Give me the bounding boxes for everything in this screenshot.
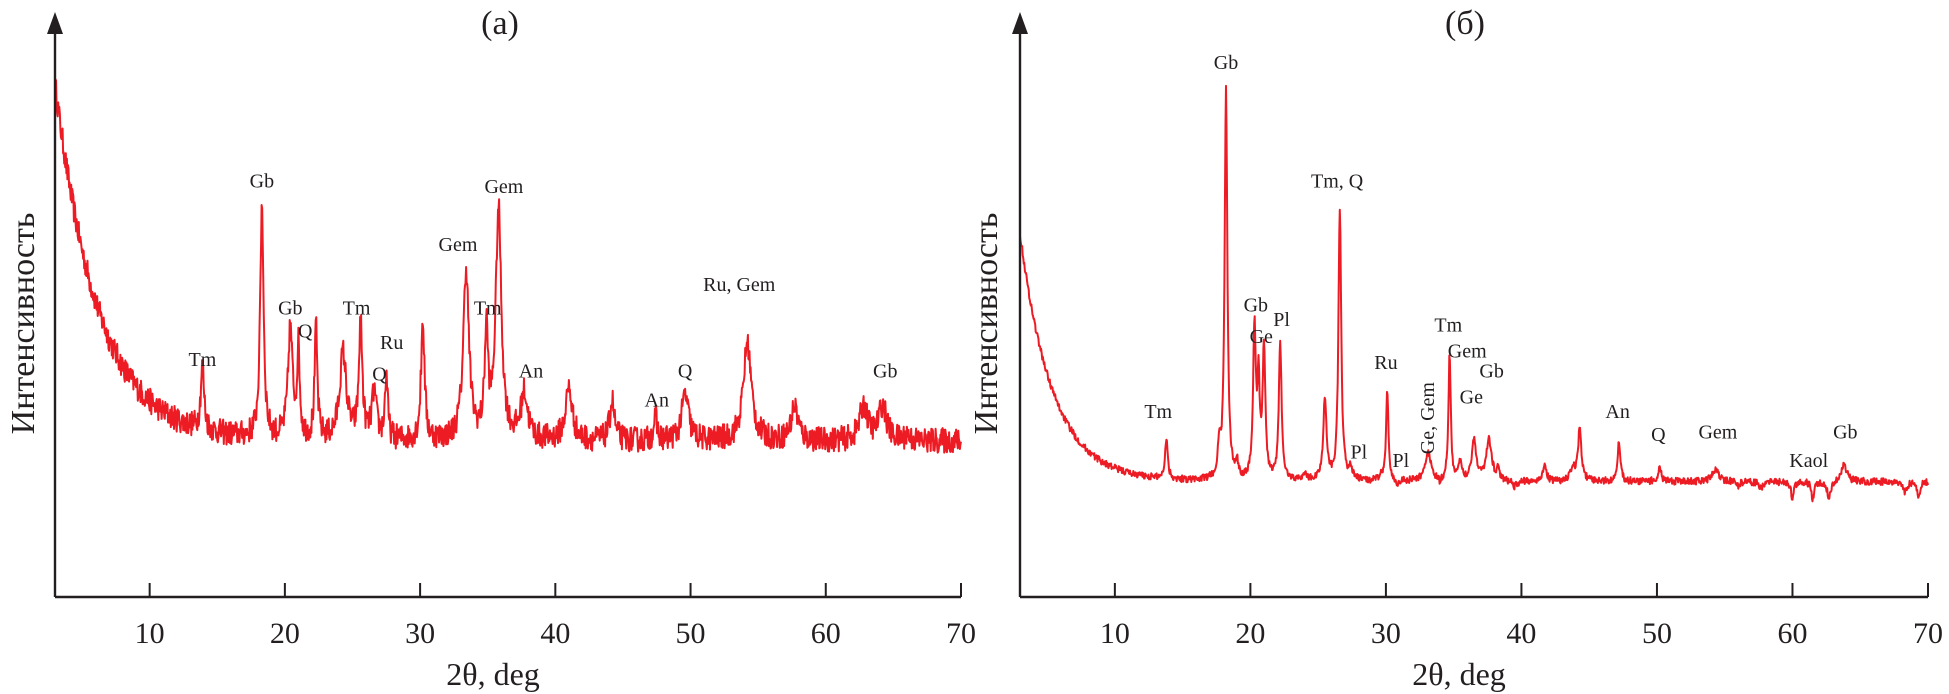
x-tick-label: 20 — [1235, 617, 1265, 650]
peak-label: Pl — [1350, 442, 1367, 464]
peak-label: Tm — [1144, 401, 1172, 423]
x-tick-label: 70 — [1913, 617, 1943, 650]
peak-label: Gem — [484, 176, 523, 198]
panel-label-b: (б) — [1445, 5, 1485, 42]
peak-label: Tm — [343, 297, 371, 319]
x-tick-label: 10 — [135, 617, 165, 650]
x-tick-label: 60 — [811, 617, 841, 650]
spectrum-curve-a — [54, 78, 962, 454]
y-axis-arrow-a — [47, 12, 63, 34]
peak-label: Gem — [1698, 421, 1737, 443]
x-tick-label: 50 — [1642, 617, 1672, 650]
peak-label: Q — [298, 320, 313, 342]
peak-label: Gb — [873, 361, 897, 383]
peak-label: Ru — [1374, 352, 1397, 374]
peak-label: Gb — [1479, 361, 1503, 383]
peak-label: An — [645, 390, 669, 412]
peak-label: Gb — [1214, 52, 1238, 74]
peak-label: Ge — [1250, 326, 1273, 348]
peak-label: Ru — [380, 332, 403, 354]
peak-label: Kaol — [1789, 450, 1828, 472]
panel-label-a: (a) — [481, 5, 519, 42]
x-tick-label: 70 — [946, 617, 976, 650]
x-ticks-a: 10 20 30 40 50 60 70 — [135, 583, 976, 650]
peak-label: Tm — [474, 297, 502, 319]
peak-label: Pl — [1392, 450, 1409, 472]
y-axis-label-a: Интенсивность — [5, 213, 42, 435]
peak-label: Tm — [189, 349, 217, 371]
x-tick-label: 10 — [1100, 617, 1130, 650]
x-tick-label: 60 — [1777, 617, 1807, 650]
x-tick-label: 50 — [676, 617, 706, 650]
x-tick-label: 20 — [270, 617, 300, 650]
peak-label: An — [1605, 401, 1629, 423]
spectrum-curve-b — [1019, 84, 1929, 503]
peak-label: Ge — [1460, 387, 1483, 409]
peak-label: Q — [372, 364, 387, 386]
peak-label: Gb — [1244, 294, 1268, 316]
panel-a: 10 20 30 40 50 60 70 TmGbGbQTmRuQTmGemGemAnAnQ… — [5, 5, 976, 692]
peak-label: Gem — [1448, 341, 1487, 363]
peak-label: Ru, Gem — [703, 274, 776, 296]
peak-label: Q — [1651, 424, 1666, 446]
y-axis-label-b: Интенсивность — [968, 213, 1005, 435]
x-tick-label: 30 — [1371, 617, 1401, 650]
x-axis-label-a: 2θ, deg — [446, 656, 540, 692]
x-axis-label-b: 2θ, deg — [1412, 656, 1506, 692]
x-tick-label: 40 — [1506, 617, 1536, 650]
peak-label: Gb — [250, 170, 274, 192]
x-tick-label: 40 — [540, 617, 570, 650]
peak-label: An — [519, 361, 543, 383]
peak-label: Tm, Q — [1311, 170, 1364, 192]
peak-label: Gem — [439, 234, 478, 256]
peak-label: Tm — [1434, 315, 1462, 337]
y-axis-arrow-b — [1012, 12, 1028, 34]
peak-label: Gb — [278, 297, 302, 319]
peak-label: Pl — [1273, 309, 1290, 331]
x-tick-label: 30 — [405, 617, 435, 650]
peak-label: Ge, Gem — [1417, 382, 1439, 455]
peak-label: Q — [678, 361, 693, 383]
x-ticks-b: 10 20 30 40 50 60 70 — [1100, 583, 1943, 650]
peak-label: Gb — [1833, 421, 1857, 443]
